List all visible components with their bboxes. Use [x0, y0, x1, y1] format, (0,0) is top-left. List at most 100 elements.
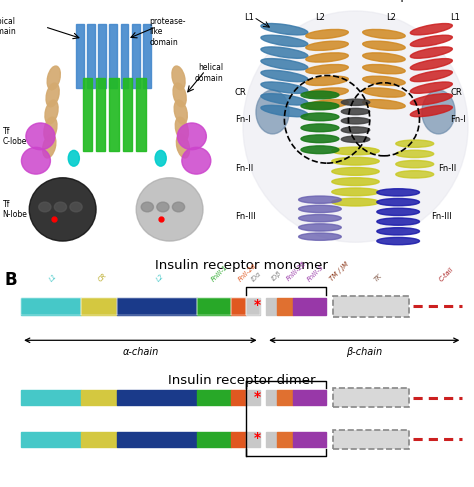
Bar [231, 298, 246, 315]
Ellipse shape [332, 168, 379, 175]
Bar [277, 298, 293, 315]
Text: apical
domain: apical domain [0, 17, 16, 37]
Bar [82, 431, 117, 447]
Text: helical
domain: helical domain [194, 63, 223, 83]
Ellipse shape [363, 99, 405, 109]
Bar [136, 78, 146, 151]
Bar [117, 431, 197, 447]
Bar [96, 78, 105, 151]
Ellipse shape [410, 23, 452, 35]
Text: Fn-II: Fn-II [438, 164, 457, 172]
Ellipse shape [332, 178, 379, 186]
Bar [293, 298, 327, 315]
Ellipse shape [177, 123, 206, 150]
Bar [117, 390, 197, 405]
Ellipse shape [306, 41, 348, 51]
Ellipse shape [301, 91, 339, 99]
Text: L1: L1 [48, 272, 58, 282]
Ellipse shape [306, 29, 348, 39]
Ellipse shape [410, 82, 452, 94]
Ellipse shape [306, 53, 348, 62]
Ellipse shape [173, 83, 186, 107]
Bar [231, 431, 246, 447]
Text: CR: CR [97, 271, 108, 282]
Text: *: * [254, 431, 261, 445]
Ellipse shape [341, 109, 370, 115]
Text: L2: L2 [315, 14, 325, 22]
Bar [109, 24, 117, 88]
Ellipse shape [176, 134, 190, 158]
Ellipse shape [396, 140, 434, 147]
Bar [117, 298, 197, 315]
Bar [82, 298, 117, 315]
Text: Tf
C-lobe: Tf C-lobe [2, 127, 27, 146]
Bar [246, 298, 260, 315]
Bar [109, 78, 119, 151]
Bar [123, 78, 132, 151]
Bar [21, 390, 82, 405]
Ellipse shape [363, 53, 405, 62]
Bar [197, 390, 231, 405]
Ellipse shape [410, 58, 452, 70]
Ellipse shape [396, 171, 434, 178]
Text: L1: L1 [450, 14, 460, 22]
Ellipse shape [410, 47, 452, 58]
Text: FnIII-3: FnIII-3 [306, 263, 325, 282]
Ellipse shape [363, 41, 405, 51]
Text: Fn-I: Fn-I [235, 115, 250, 124]
Ellipse shape [377, 218, 419, 225]
Text: Fn-III: Fn-III [235, 212, 255, 221]
Ellipse shape [299, 224, 341, 231]
Ellipse shape [301, 146, 339, 154]
Ellipse shape [363, 64, 405, 74]
Ellipse shape [377, 237, 419, 244]
Text: Fn-II: Fn-II [235, 164, 253, 172]
Bar [266, 431, 277, 447]
Text: FnII-2α: FnII-2α [237, 262, 258, 282]
Text: CR: CR [235, 88, 246, 97]
Ellipse shape [332, 188, 379, 196]
Bar [132, 24, 139, 88]
Ellipse shape [396, 161, 434, 168]
Ellipse shape [261, 23, 308, 35]
Ellipse shape [261, 58, 308, 70]
Ellipse shape [157, 202, 169, 212]
Ellipse shape [341, 117, 370, 124]
Ellipse shape [299, 233, 341, 241]
FancyBboxPatch shape [333, 296, 409, 317]
Ellipse shape [363, 76, 405, 86]
Text: FnIII-2β: FnIII-2β [285, 261, 307, 282]
Ellipse shape [306, 88, 348, 97]
Bar [197, 298, 231, 315]
Bar [21, 298, 82, 315]
Text: protease-
like
domain: protease- like domain [149, 17, 186, 47]
Ellipse shape [377, 208, 419, 215]
Ellipse shape [172, 66, 185, 90]
Bar [231, 298, 246, 315]
Text: C-tail: C-tail [438, 266, 454, 282]
Bar [87, 24, 95, 88]
Ellipse shape [174, 100, 187, 124]
Ellipse shape [306, 99, 348, 109]
Ellipse shape [299, 214, 341, 222]
Text: B: B [5, 271, 18, 289]
FancyBboxPatch shape [333, 430, 409, 449]
Ellipse shape [261, 105, 308, 117]
Ellipse shape [39, 202, 51, 212]
Bar [266, 298, 277, 315]
Ellipse shape [44, 117, 57, 141]
Text: FnIII-1: FnIII-1 [210, 263, 229, 282]
Text: Human TfR1: Human TfR1 [77, 0, 155, 2]
Ellipse shape [377, 228, 419, 235]
Ellipse shape [68, 150, 79, 166]
Bar [143, 24, 151, 88]
Ellipse shape [422, 90, 455, 134]
Text: Fn-III: Fn-III [431, 212, 452, 221]
Ellipse shape [261, 47, 308, 58]
Bar [231, 390, 246, 405]
FancyBboxPatch shape [333, 389, 409, 407]
Text: L2: L2 [386, 14, 396, 22]
Ellipse shape [332, 147, 379, 155]
Text: Fn-I: Fn-I [450, 115, 466, 124]
Text: IDα: IDα [251, 270, 263, 282]
